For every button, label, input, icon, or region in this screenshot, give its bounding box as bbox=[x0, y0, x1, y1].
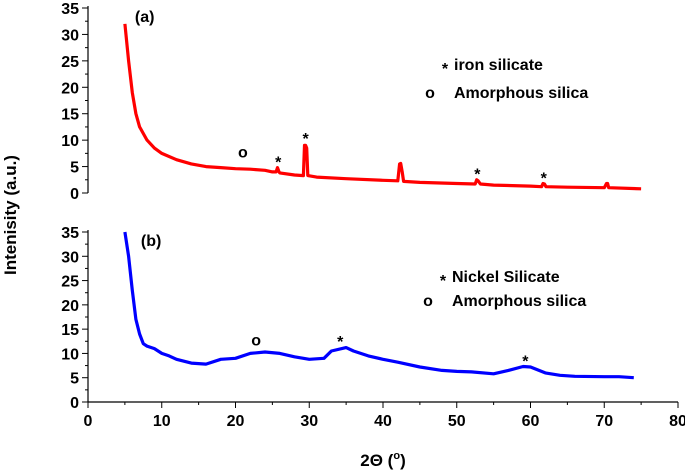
legend-label: Amorphous silica bbox=[452, 293, 586, 310]
x-tick-label: 80 bbox=[669, 413, 685, 430]
y-tick-label: 0 bbox=[70, 395, 79, 412]
y-tick-label: 25 bbox=[61, 54, 79, 71]
peak-marker-star: * bbox=[275, 155, 282, 172]
panel-label: (a) bbox=[135, 9, 155, 26]
legend-label: Amorphous silica bbox=[454, 85, 588, 102]
y-tick-label: 10 bbox=[61, 346, 79, 363]
peak-marker-circle: o bbox=[251, 332, 261, 349]
y-tick-label: 35 bbox=[61, 225, 79, 242]
y-tick-label: 5 bbox=[70, 160, 79, 177]
y-tick-label: 30 bbox=[61, 27, 79, 44]
y-tick-label: 20 bbox=[61, 80, 79, 97]
panel-label: (b) bbox=[141, 233, 161, 250]
x-tick-label: 60 bbox=[522, 413, 540, 430]
panel-b: 0 5 10 15 20 25 30 35 0 10 20 30 40 50 60 70 80 (b) o * * * Ni… bbox=[61, 225, 685, 430]
y-tick-label: 25 bbox=[61, 274, 79, 291]
legend-label: Nickel Silicate bbox=[452, 269, 560, 286]
y-axis-label: Intenisity (a.u.) bbox=[1, 155, 20, 275]
x-tick-label: 20 bbox=[227, 413, 245, 430]
peak-marker-star: * bbox=[541, 171, 548, 188]
x-tick-label: 50 bbox=[448, 413, 466, 430]
y-tick-label: 15 bbox=[61, 322, 79, 339]
peak-marker-star: * bbox=[337, 334, 344, 351]
plot-area: 0 5 10 15 20 25 30 35 (a) o * * * * * iron silicate o Amo… bbox=[61, 1, 685, 430]
y-tick-label: 10 bbox=[61, 133, 79, 150]
peak-marker-star: * bbox=[522, 353, 529, 370]
x-tick-label: 0 bbox=[84, 413, 93, 430]
y-tick-label: 5 bbox=[70, 371, 79, 388]
x-axis-label: 2Θ (o) bbox=[360, 450, 405, 470]
x-tick-label: 40 bbox=[374, 413, 392, 430]
legend-symbol: * bbox=[440, 273, 447, 290]
series-line bbox=[123, 231, 634, 380]
panel-a: 0 5 10 15 20 25 30 35 (a) o * * * * * iron silicate o Amo… bbox=[61, 1, 642, 203]
y-tick-label: 15 bbox=[61, 107, 79, 124]
legend-symbol: o bbox=[423, 293, 433, 310]
peak-marker-star: * bbox=[474, 166, 481, 183]
legend-symbol: * bbox=[442, 61, 449, 78]
x-tick-label: 30 bbox=[300, 413, 318, 430]
peak-marker-circle: o bbox=[238, 144, 248, 161]
y-tick-label: 35 bbox=[61, 1, 79, 18]
y-tick-label: 20 bbox=[61, 298, 79, 315]
y-tick-label: 0 bbox=[70, 186, 79, 203]
x-tick-label: 70 bbox=[595, 413, 613, 430]
series-line bbox=[123, 23, 642, 191]
x-tick-label: 10 bbox=[153, 413, 171, 430]
legend-label: iron silicate bbox=[454, 57, 543, 74]
legend-symbol: o bbox=[425, 85, 435, 102]
y-tick-label: 30 bbox=[61, 249, 79, 266]
peak-marker-star: * bbox=[302, 131, 309, 148]
